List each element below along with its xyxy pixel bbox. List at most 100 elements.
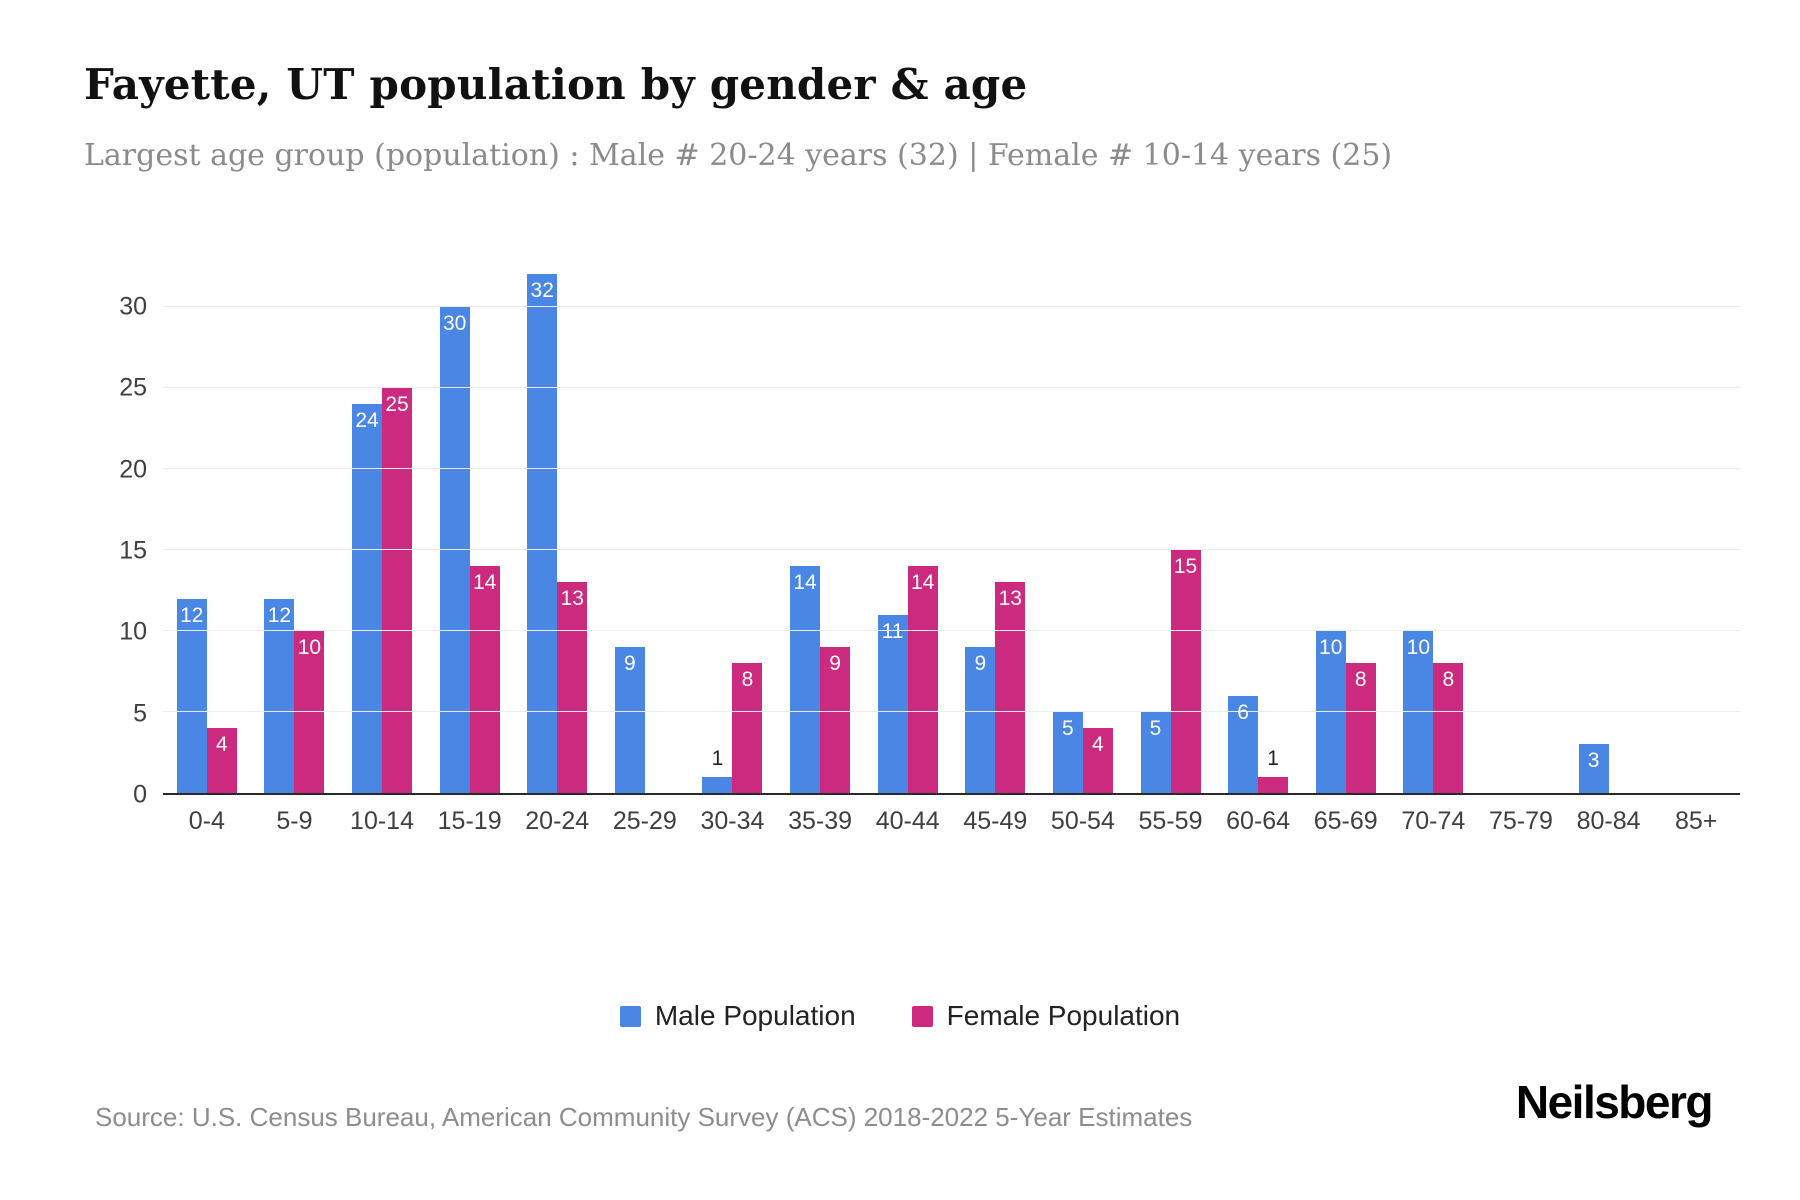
bar: 25: [382, 387, 413, 793]
x-tick-label: 5-9: [276, 807, 313, 835]
bar-value-label: 13: [560, 587, 584, 611]
x-tick-label: 10-14: [350, 807, 414, 835]
bar: 8: [732, 663, 763, 793]
bar-value-label: 9: [829, 652, 841, 676]
bar-group-85+: [1652, 255, 1740, 793]
bar-value-label: 6: [1237, 700, 1249, 724]
x-tick-label: 60-64: [1226, 807, 1291, 835]
bar: 15: [1170, 549, 1201, 793]
bar-group-35-39: 14 9: [776, 255, 864, 793]
bar-value-label: 4: [1092, 733, 1104, 757]
bar: 13: [995, 582, 1026, 793]
bar: 8: [1345, 663, 1376, 793]
bar: 5: [1052, 711, 1083, 793]
x-tick-label: 65-69: [1313, 807, 1378, 835]
legend-swatch: [619, 1005, 641, 1027]
chart-title: Fayette, UT population by gender & age: [84, 60, 1028, 109]
bar-group-80-84: 3: [1565, 255, 1653, 793]
y-tick-label: 10: [119, 617, 147, 646]
bar-value-label: 14: [472, 571, 497, 595]
gridline: [163, 548, 1740, 550]
bar-value-label: 10: [1406, 635, 1430, 659]
y-tick-label: 0: [133, 780, 147, 809]
legend-item: Male Population: [619, 1000, 856, 1032]
gridline: [163, 305, 1740, 307]
bar-value-label: 9: [624, 652, 636, 676]
bar: 9: [965, 647, 996, 793]
bar-value-label: 25: [385, 392, 409, 416]
legend: Male Population Female Population: [0, 1000, 1800, 1032]
bar-chart: 0 5 10 15 20 25 30 12 4 12 10 24 25 30 14 32 13 9 1 8 14 9 11…: [95, 255, 1740, 875]
bar-value-label: 4: [215, 733, 228, 757]
bar: 3: [1578, 744, 1609, 793]
gridline: [163, 467, 1740, 469]
bar: 12: [264, 598, 295, 793]
legend-label: Male Population: [654, 1000, 856, 1031]
bar-value-label: 5: [1062, 716, 1074, 740]
bar-value-label: 24: [355, 409, 379, 433]
legend-label: Female Population: [946, 1000, 1181, 1031]
bar-group-70-74: 10 8: [1390, 255, 1478, 793]
bar-value-label: 1: [1267, 746, 1279, 770]
bar-value-label: 10: [1319, 635, 1343, 659]
bar: 13: [557, 582, 588, 793]
bar-value-label: 8: [1354, 668, 1367, 692]
bar: 32: [527, 274, 558, 793]
bar-value-label: 30: [442, 311, 467, 335]
bar: 14: [907, 566, 938, 793]
bar-group-40-44: 11 14: [864, 255, 952, 793]
bar-value-label: 10: [297, 635, 322, 659]
bar: 5: [1140, 711, 1171, 793]
bar-value-label: 12: [180, 603, 204, 627]
brand-logo: Neilsberg: [1515, 1076, 1714, 1128]
y-tick-label: 15: [119, 536, 147, 565]
legend-item: Female Population: [911, 1000, 1181, 1032]
bar-group-75-79: [1477, 255, 1565, 793]
x-tick-label: 40-44: [875, 807, 940, 835]
x-tick-label: 30-34: [700, 807, 765, 835]
x-tick-label: 80-84: [1576, 807, 1641, 835]
bar-value-label: 8: [741, 668, 754, 692]
bar: 12: [176, 598, 207, 793]
x-tick-label: 45-49: [963, 807, 1028, 835]
bar-group-10-14: 24 25: [338, 255, 426, 793]
bar: 14: [790, 566, 821, 793]
x-tick-label: 35-39: [788, 807, 853, 835]
bar-value-label: 12: [267, 603, 292, 627]
y-tick-label: 5: [133, 699, 147, 728]
y-tick-label: 30: [119, 292, 147, 321]
bar: 6: [1228, 695, 1259, 793]
gridline: [163, 386, 1740, 388]
legend-swatch: [911, 1005, 933, 1027]
gridline: [163, 710, 1740, 712]
bar: 4: [206, 728, 237, 793]
bar: 9: [614, 647, 645, 793]
chart-subtitle: Largest age group (population) : Male # …: [84, 138, 1393, 173]
x-tick-label: 25-29: [612, 807, 677, 835]
source-note: Source: U.S. Census Bureau, American Com…: [95, 1102, 1193, 1132]
bar-value-label: 5: [1149, 716, 1162, 740]
bar-value-label: 32: [530, 279, 554, 303]
x-tick-label: 15-19: [437, 807, 502, 835]
x-tick-label: 0-4: [188, 807, 225, 835]
bar: 4: [1082, 728, 1113, 793]
bar-group-0-4: 12 4: [163, 255, 251, 793]
bar: 24: [352, 404, 383, 793]
bar-group-25-29: 9: [601, 255, 689, 793]
bar: 8: [1433, 663, 1464, 793]
y-axis: 0 5 10 15 20 25 30: [95, 255, 163, 809]
gridline: [163, 629, 1740, 631]
bar-value-label: 1: [711, 746, 724, 770]
bar-value-label: 11: [881, 619, 904, 643]
bar: 11: [877, 614, 908, 793]
bar-value-label: 13: [998, 587, 1022, 611]
bar-value-label: 3: [1587, 749, 1600, 773]
bar-value-label: 8: [1442, 668, 1455, 692]
bar-value-label: 15: [1173, 554, 1198, 578]
bar-group-15-19: 30 14: [426, 255, 514, 793]
y-tick-label: 20: [119, 455, 147, 484]
